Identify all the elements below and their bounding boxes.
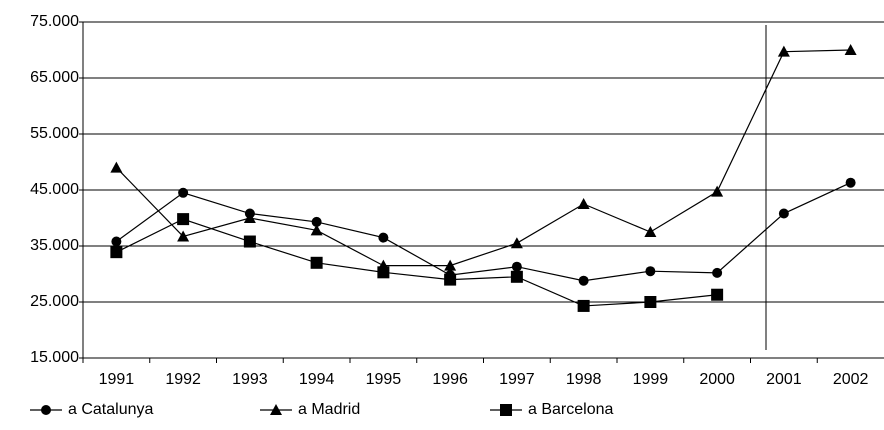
legend-marker <box>41 405 51 415</box>
series-line <box>115 49 851 267</box>
x-tick-label: 1998 <box>566 371 602 388</box>
data-point <box>577 198 590 209</box>
data-point <box>645 266 656 277</box>
data-point <box>777 45 790 57</box>
data-point <box>110 161 123 173</box>
data-point <box>444 273 457 286</box>
data-point <box>711 185 724 197</box>
y-tick-label: 55.000 <box>30 125 79 142</box>
series-line <box>116 182 851 282</box>
y-tick-label: 45.000 <box>30 181 79 198</box>
data-point <box>177 230 190 242</box>
series-line <box>116 218 718 307</box>
x-tick-label: 1997 <box>499 371 535 388</box>
x-tick-label: 1996 <box>432 371 468 388</box>
y-tick-label: 25.000 <box>30 293 79 310</box>
data-point <box>377 266 390 279</box>
x-tick-label: 1995 <box>366 371 402 388</box>
data-point <box>310 256 323 269</box>
legend-marker <box>500 404 512 416</box>
data-point <box>577 299 590 312</box>
y-tick-label: 15.000 <box>30 349 79 366</box>
data-point <box>510 270 523 283</box>
data-point <box>243 235 256 248</box>
data-point <box>444 259 457 271</box>
x-tick-label: 1992 <box>165 371 201 388</box>
legend-label: a Madrid <box>298 401 360 418</box>
data-point <box>578 275 589 286</box>
y-tick-label: 75.000 <box>30 13 79 30</box>
data-point <box>110 246 123 259</box>
data-point <box>644 226 657 237</box>
data-point <box>511 261 522 272</box>
x-tick-label: 1991 <box>99 371 135 388</box>
x-tick-label: 1993 <box>232 371 268 388</box>
data-point <box>178 187 189 198</box>
legend-label: a Catalunya <box>68 401 153 418</box>
data-point <box>778 208 789 219</box>
data-point <box>111 236 122 247</box>
data-point <box>177 213 190 226</box>
data-point <box>510 237 523 249</box>
x-tick-label: 2001 <box>766 371 802 388</box>
data-point <box>243 212 256 223</box>
x-tick-label: 1994 <box>299 371 335 388</box>
x-tick-label: 2000 <box>699 371 735 388</box>
y-tick-label: 35.000 <box>30 237 79 254</box>
legend-marker <box>270 404 282 415</box>
data-point <box>711 288 724 301</box>
data-point <box>844 44 857 55</box>
data-point <box>378 232 389 243</box>
data-point <box>644 296 657 308</box>
data-point <box>845 177 856 188</box>
data-point <box>310 224 323 236</box>
data-point <box>712 267 723 278</box>
y-tick-label: 65.000 <box>30 69 79 86</box>
x-tick-label: 2002 <box>833 371 869 388</box>
legend-label: a Barcelona <box>528 401 613 418</box>
x-tick-label: 1999 <box>633 371 669 388</box>
data-point <box>311 216 322 227</box>
